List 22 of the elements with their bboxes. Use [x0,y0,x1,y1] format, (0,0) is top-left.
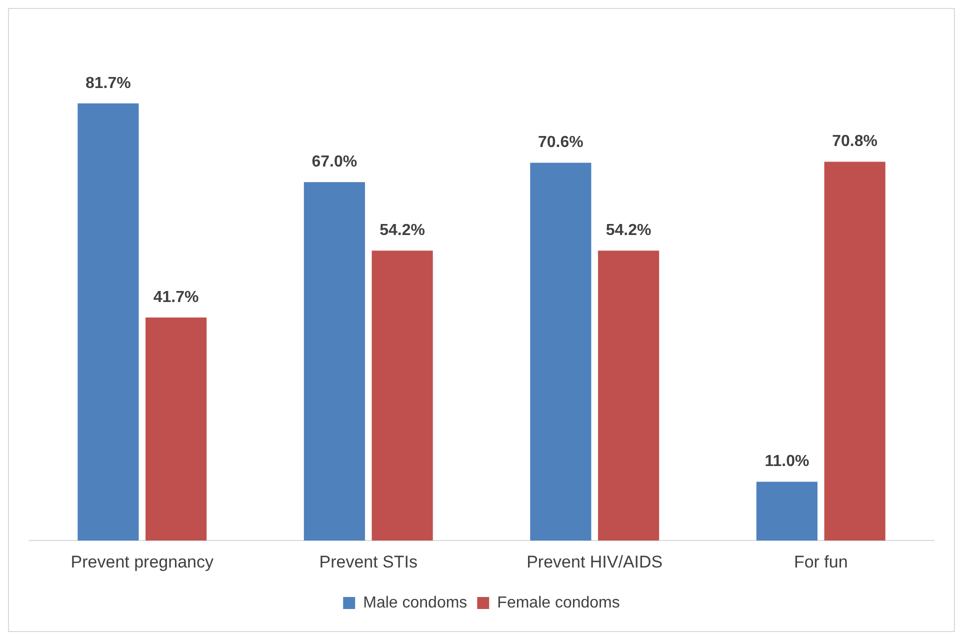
data-label: 70.8% [832,133,878,150]
legend-label: Female condoms [497,594,620,612]
data-label: 70.6% [538,134,584,152]
bar [372,250,433,541]
bar [146,317,207,541]
x-tick-label: Prevent pregnancy [70,552,214,572]
data-label: 41.7% [153,288,199,306]
data-label: 67.0% [312,153,358,170]
data-label: 11.0% [764,453,810,470]
x-tick-label: Prevent STIs [319,552,418,572]
x-tick-label: For fun [794,552,848,572]
legend-label: Male condoms [363,594,468,612]
data-label: 54.2% [606,222,652,239]
bar [598,250,660,541]
data-label: 81.7% [86,74,131,92]
bar [756,482,818,541]
bar [304,182,365,541]
data-label: 54.2% [380,222,425,239]
bar [824,162,886,541]
bar [78,103,139,541]
x-tick-label: Prevent HIV/AIDS [526,552,663,572]
bar [530,162,592,541]
